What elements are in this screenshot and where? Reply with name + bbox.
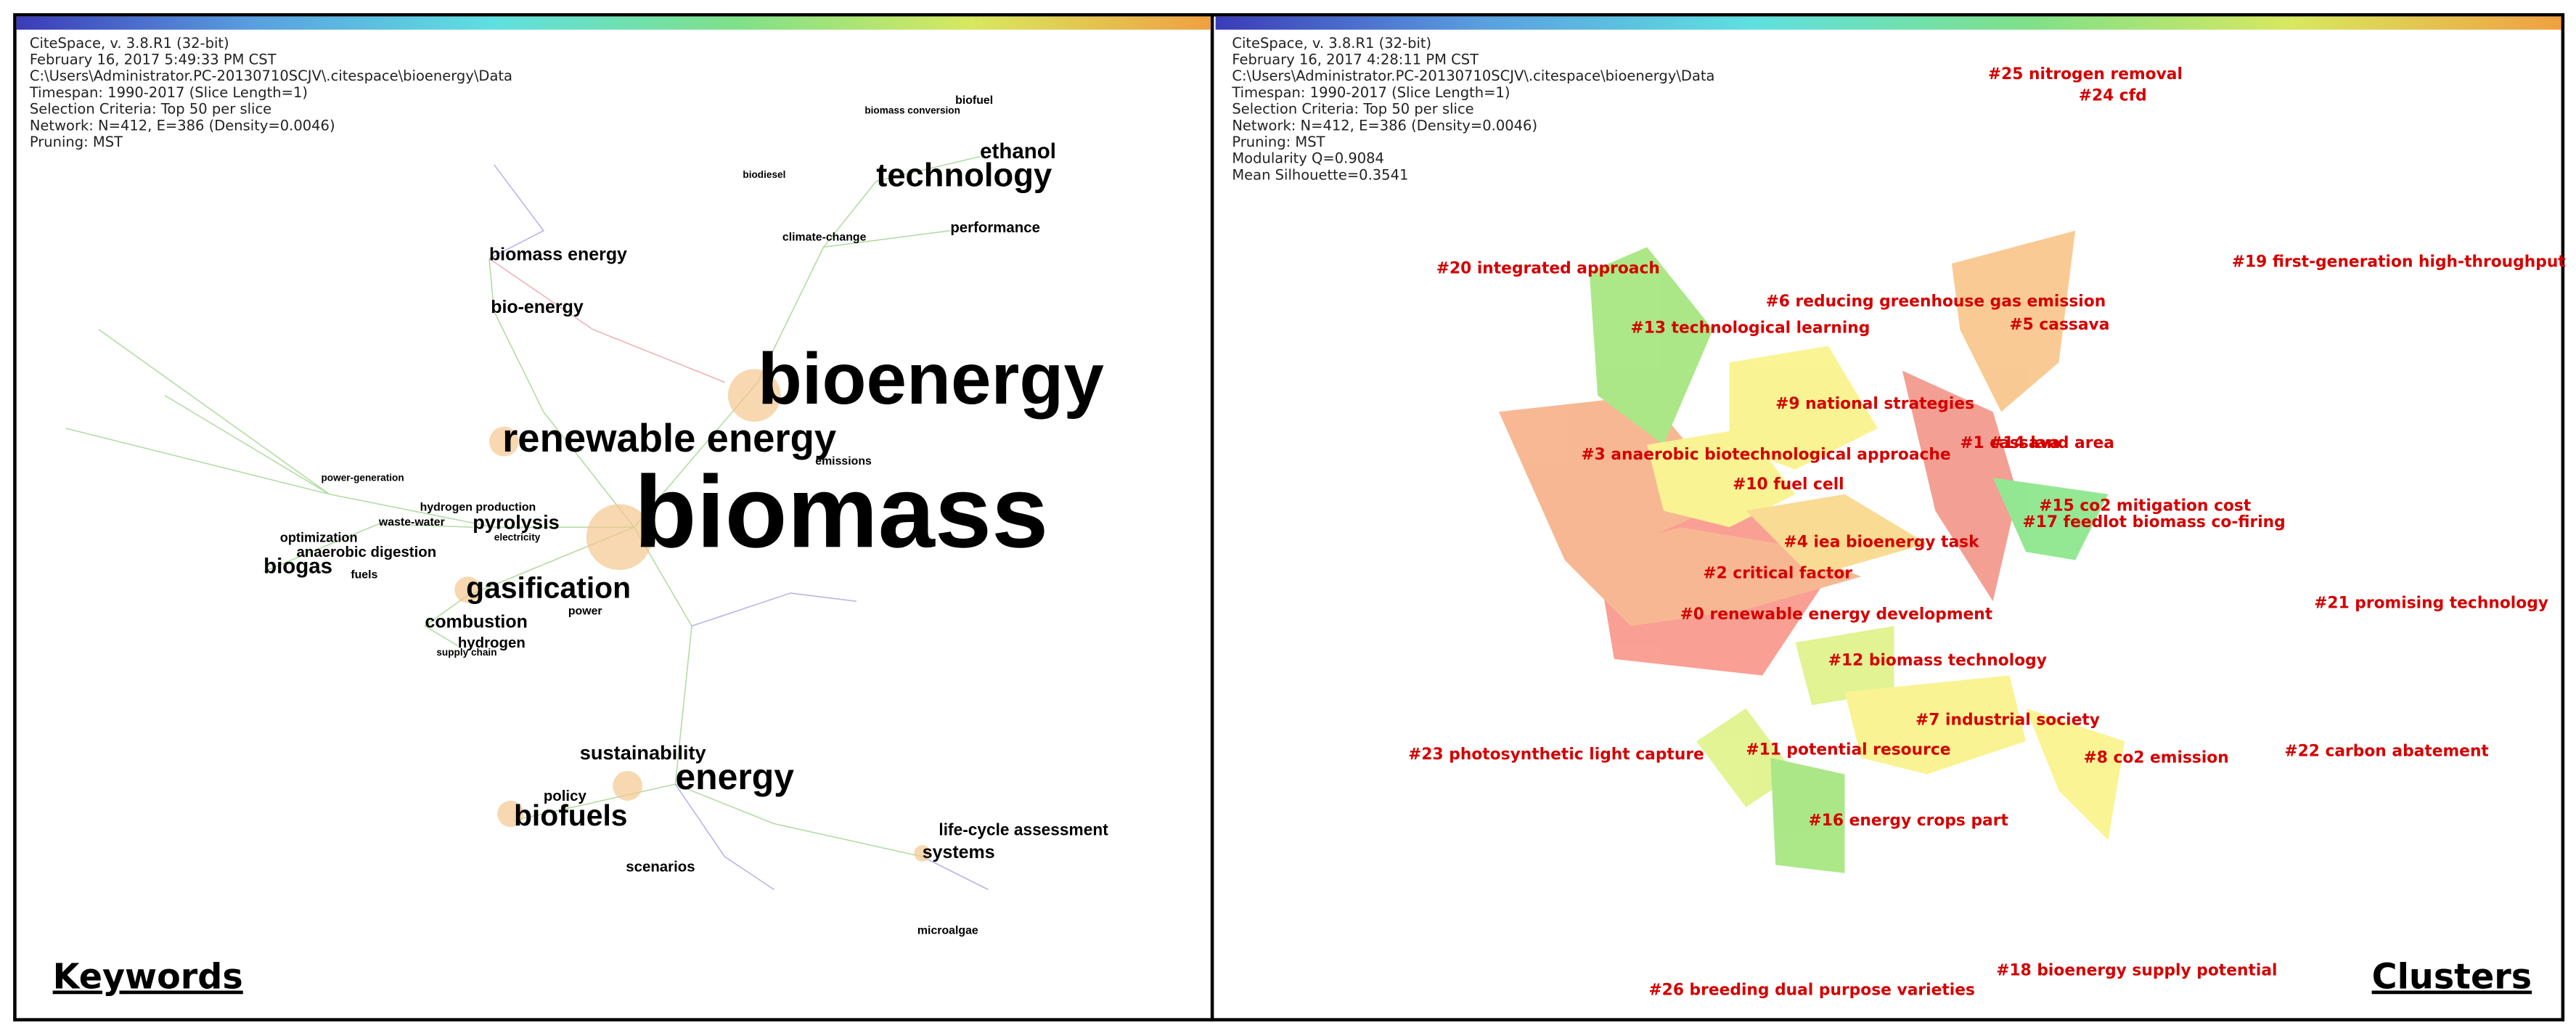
keyword-label: sustainability: [580, 741, 706, 764]
keyword-label: optimization: [280, 531, 358, 545]
cluster-label: #0 renewable energy development: [1680, 605, 1993, 624]
keyword-label: combustion: [425, 612, 527, 632]
cluster-label: #3 anaerobic biotechnological approache: [1581, 446, 1950, 464]
header-line: C:\Users\Administrator.PC-20130710SCJV\.…: [30, 68, 512, 84]
keyword-label: power: [568, 605, 602, 617]
cluster-label: #4 iea bioenergy task: [1784, 533, 1980, 551]
cluster-label: #6 reducing greenhouse gas emission: [1766, 293, 2106, 311]
keyword-label: power-generation: [321, 473, 404, 484]
keyword-label: hydrogen production: [420, 501, 536, 513]
cluster-label: #26 breeding dual purpose varieties: [1648, 982, 1975, 1000]
color-bar: [1215, 16, 2561, 30]
frame: [13, 13, 2565, 1021]
keyword-label: biomass conversion: [864, 105, 960, 116]
header-line: Selection Criteria: Top 50 per slice: [30, 101, 271, 118]
cluster-label: #11 potential resource: [1746, 741, 1950, 759]
keyword-label: biofuel: [955, 94, 993, 107]
keyword-label: performance: [950, 220, 1040, 236]
node-halos: [454, 369, 931, 862]
keyword-label: bio-energy: [491, 297, 584, 317]
keyword-label: technology: [876, 156, 1052, 193]
cluster-hulls: [1498, 230, 2125, 873]
header-line: C:\Users\Administrator.PC-20130710SCJV\.…: [1232, 68, 1714, 84]
panel-caption: Clusters: [2372, 958, 2532, 998]
keyword-label: life-cycle assessment: [939, 820, 1108, 839]
header-line: Pruning: MST: [30, 134, 123, 150]
keyword-label: biomass energy: [489, 245, 627, 265]
keyword-label: energy: [675, 756, 794, 797]
cluster-label: #12 biomass technology: [1828, 652, 2047, 670]
keyword-label: anaerobic digestion: [296, 544, 436, 560]
header-line: February 16, 2017 4:28:11 PM CST: [1232, 52, 1479, 68]
cluster-label: #23 photosynthetic light capture: [1408, 746, 1704, 764]
cluster-label: #7 industrial society: [1915, 711, 2100, 729]
header-line: Selection Criteria: Top 50 per slice: [1232, 101, 1473, 118]
keyword-label: systems: [923, 842, 995, 862]
keyword-label: ethanol: [980, 139, 1056, 163]
header-line: February 16, 2017 5:49:33 PM CST: [30, 52, 277, 68]
keyword-label: policy: [544, 788, 587, 804]
header-line: Mean Silhouette=0.3541: [1232, 166, 1408, 183]
cluster-label: #19 first-generation high-throughput: [2232, 253, 2566, 272]
keyword-label: microalgae: [917, 925, 978, 937]
cluster-label: #10 fuel cell: [1733, 476, 1844, 494]
header-line: Network: N=412, E=386 (Density=0.0046): [1232, 117, 1537, 134]
keyword-label: hydrogen: [458, 635, 526, 651]
keyword-label: waste-water: [378, 516, 445, 529]
cluster-label: #16 energy crops part: [1809, 812, 2008, 830]
cluster-label: #25 nitrogen removal: [1988, 65, 2183, 83]
cluster-label: #15 co2 mitigation cost: [2039, 497, 2251, 515]
header-line: Timespan: 1990-2017 (Slice Length=1): [29, 84, 308, 101]
left-header: CiteSpace, v. 3.8.R1 (32-bit)February 16…: [29, 35, 512, 150]
keyword-label: biogas: [263, 555, 332, 579]
cluster-label: #21 promising technology: [2314, 594, 2548, 612]
cluster-label: #20 integrated approach: [1436, 260, 1660, 278]
cluster-label: #24 cfd: [2079, 86, 2147, 105]
cluster-label: #14 land area: [1990, 434, 2114, 452]
cluster-label: #8 co2 emission: [2084, 749, 2229, 767]
cluster-labels: #25 nitrogen removal #24 cfd #20 integrate…: [1408, 65, 2566, 1000]
cluster-label: #9 national strategies: [1775, 395, 1974, 413]
cluster-label: #22 carbon abatement: [2284, 743, 2489, 761]
keyword-label: fuels: [351, 568, 377, 581]
cluster-label: #2 critical factor: [1703, 564, 1852, 582]
header-line: CiteSpace, v. 3.8.R1 (32-bit): [1232, 35, 1431, 52]
keyword-label: electricity: [494, 531, 541, 542]
keyword-label: scenarios: [626, 859, 695, 875]
keyword-label: renewable energy: [502, 416, 836, 460]
cluster-label: #13 technological learning: [1630, 319, 1870, 337]
header-line: Network: N=412, E=386 (Density=0.0046): [30, 117, 335, 134]
header-line: CiteSpace, v. 3.8.R1 (32-bit): [30, 35, 229, 52]
header-line: Pruning: MST: [1232, 134, 1325, 150]
cluster-label: #18 bioenergy supply potential: [1996, 961, 2277, 979]
keyword-label: climate-change: [782, 231, 867, 243]
keyword-label: supply chain: [436, 647, 496, 658]
cluster-label: #17 feedlot biomass co-firing: [2023, 513, 2286, 531]
keyword-label: biomass: [634, 454, 1049, 568]
cluster-label: #1 cassava: [1960, 434, 2060, 452]
panel-caption: Keywords: [53, 958, 243, 998]
keyword-label: gasification: [466, 571, 631, 605]
right-header: CiteSpace, v. 3.8.R1 (32-bit)February 16…: [1231, 35, 1714, 184]
color-bar: [16, 16, 1211, 30]
keyword-label: biofuels: [514, 799, 628, 832]
header-line: Timespan: 1990-2017 (Slice Length=1): [1231, 84, 1510, 101]
keyword-label: bioenergy: [758, 339, 1104, 420]
cluster-label: #5 cassava: [2009, 316, 2109, 334]
keyword-label: pyrolysis: [473, 510, 560, 533]
keyword-label: emissions: [815, 455, 872, 468]
network-edges: [65, 155, 989, 891]
header-line: Modularity Q=0.9084: [1232, 150, 1384, 167]
keyword-label: biodiesel: [743, 169, 785, 180]
